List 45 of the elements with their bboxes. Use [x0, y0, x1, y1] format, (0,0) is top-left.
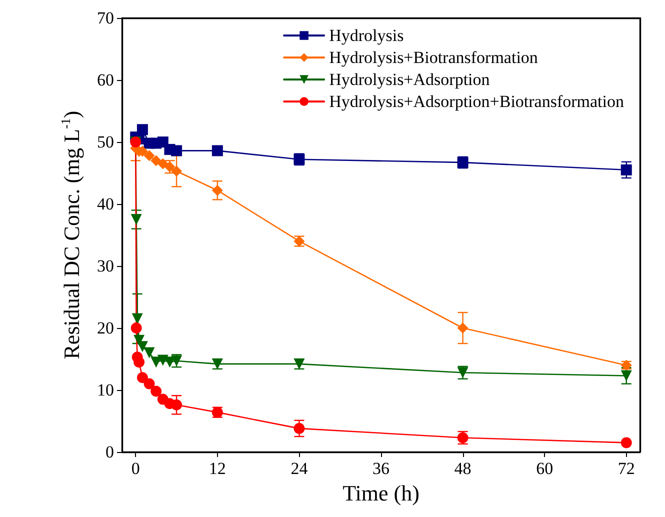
x-tick-label: 12 — [208, 459, 226, 478]
point — [171, 145, 182, 156]
point — [212, 145, 223, 156]
legend-label: Hydrolysis — [329, 26, 404, 45]
x-tick-label: 24 — [290, 459, 308, 478]
point — [457, 322, 468, 334]
point — [130, 214, 142, 225]
point — [620, 437, 632, 448]
point — [134, 356, 145, 368]
y-tick-label: 30 — [97, 256, 114, 276]
x-tick-label: 48 — [454, 459, 472, 478]
point — [144, 347, 155, 358]
x-tick-label: 72 — [618, 459, 635, 478]
point — [157, 158, 168, 170]
point — [136, 124, 148, 136]
x-axis-title: Time (h) — [342, 480, 420, 506]
legend-label: Hydrolysis+Biotransformation — [329, 48, 538, 67]
point — [171, 166, 182, 177]
y-tick-label: 60 — [97, 70, 114, 90]
point — [212, 184, 223, 196]
point — [171, 399, 182, 410]
x-tick-label: 36 — [372, 459, 390, 478]
point — [294, 422, 305, 434]
x-tick-label: 60 — [536, 459, 554, 478]
y-tick-label: 0 — [106, 442, 114, 462]
point — [136, 372, 148, 384]
point — [150, 386, 162, 397]
point — [620, 164, 632, 176]
point — [620, 370, 632, 382]
x-tick-label: 0 — [131, 459, 140, 478]
y-tick-label: 20 — [97, 318, 114, 338]
point — [144, 378, 155, 390]
point — [130, 322, 142, 334]
point — [144, 150, 155, 162]
legend-label: Hydrolysis+Adsorption — [329, 70, 490, 89]
legend-label: Hydrolysis+Adsorption+Biotransformation — [329, 92, 624, 111]
point — [157, 354, 168, 366]
y-tick-label: 40 — [97, 194, 114, 214]
y-tick-label: 70 — [97, 8, 114, 28]
point — [136, 341, 148, 352]
y-axis-title: Residual DC Conc. (mg L-1) — [58, 110, 84, 360]
y-tick-label: 50 — [97, 132, 114, 152]
y-tick-label: 10 — [97, 380, 114, 400]
point — [150, 155, 162, 166]
point — [132, 313, 143, 324]
